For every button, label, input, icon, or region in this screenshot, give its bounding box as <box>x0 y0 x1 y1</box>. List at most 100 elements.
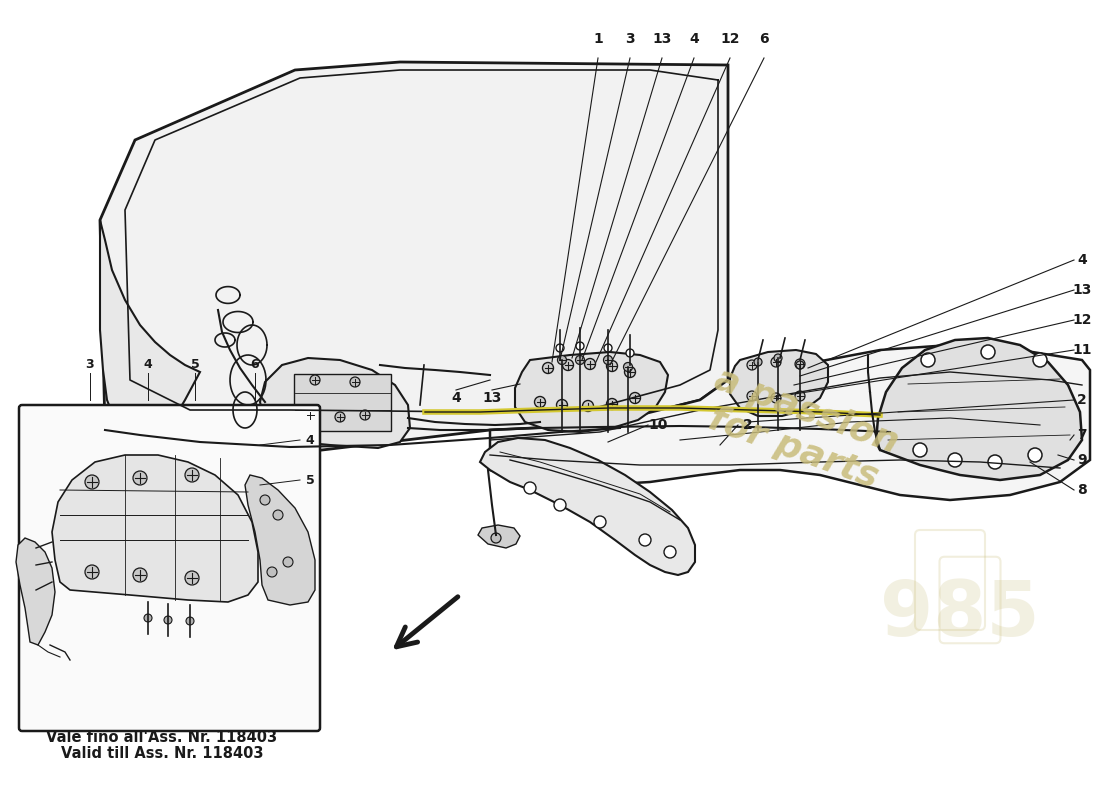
Circle shape <box>562 359 573 370</box>
Polygon shape <box>478 525 520 548</box>
Circle shape <box>185 571 199 585</box>
Circle shape <box>921 353 935 367</box>
Circle shape <box>754 358 762 366</box>
Text: 4: 4 <box>1077 253 1087 267</box>
Circle shape <box>186 617 194 625</box>
Circle shape <box>144 614 152 622</box>
Text: 3: 3 <box>625 32 635 46</box>
Circle shape <box>164 616 172 624</box>
Circle shape <box>576 342 584 350</box>
Circle shape <box>796 361 804 369</box>
Circle shape <box>133 471 147 485</box>
Text: 5: 5 <box>306 474 315 486</box>
Circle shape <box>624 362 632 371</box>
Circle shape <box>491 533 501 543</box>
Circle shape <box>988 455 1002 469</box>
Circle shape <box>524 482 536 494</box>
Text: a passion
for parts: a passion for parts <box>696 362 903 498</box>
Circle shape <box>556 344 564 352</box>
Circle shape <box>133 568 147 582</box>
Text: 2: 2 <box>744 418 752 432</box>
Circle shape <box>554 499 566 511</box>
Circle shape <box>558 355 566 365</box>
Text: 5: 5 <box>190 358 199 371</box>
Circle shape <box>535 397 546 407</box>
Text: 12: 12 <box>1072 313 1091 327</box>
Text: Vale fino all'Ass. Nr. 118403: Vale fino all'Ass. Nr. 118403 <box>46 730 277 746</box>
Polygon shape <box>515 352 668 432</box>
Circle shape <box>913 443 927 457</box>
Circle shape <box>747 391 757 401</box>
Polygon shape <box>260 358 410 448</box>
Circle shape <box>1028 448 1042 462</box>
Circle shape <box>283 557 293 567</box>
Circle shape <box>774 354 782 362</box>
Circle shape <box>747 360 757 370</box>
Text: 10: 10 <box>648 418 668 432</box>
Circle shape <box>336 412 345 422</box>
Text: 6: 6 <box>251 358 260 371</box>
Circle shape <box>575 355 584 365</box>
Circle shape <box>626 349 634 357</box>
Text: 6: 6 <box>759 32 769 46</box>
Circle shape <box>584 358 595 370</box>
Circle shape <box>273 510 283 520</box>
Circle shape <box>604 355 613 365</box>
FancyBboxPatch shape <box>294 374 390 431</box>
Polygon shape <box>100 220 200 445</box>
Circle shape <box>310 375 320 385</box>
Polygon shape <box>876 338 1082 480</box>
Circle shape <box>795 391 805 401</box>
Circle shape <box>267 567 277 577</box>
Text: 4: 4 <box>689 32 698 46</box>
Circle shape <box>557 399 568 410</box>
Circle shape <box>981 345 996 359</box>
Circle shape <box>771 357 781 367</box>
Text: 13: 13 <box>1072 283 1091 297</box>
Circle shape <box>606 361 617 371</box>
Text: 11: 11 <box>1072 343 1091 357</box>
Circle shape <box>85 565 99 579</box>
Circle shape <box>771 393 781 403</box>
Circle shape <box>350 377 360 387</box>
Circle shape <box>639 534 651 546</box>
Circle shape <box>583 401 594 411</box>
Polygon shape <box>730 350 828 416</box>
Polygon shape <box>100 62 728 460</box>
Circle shape <box>629 393 640 403</box>
Text: 1: 1 <box>593 32 603 46</box>
Circle shape <box>625 366 636 378</box>
Circle shape <box>305 410 315 420</box>
Polygon shape <box>490 345 1090 500</box>
Circle shape <box>948 453 962 467</box>
FancyBboxPatch shape <box>19 405 320 731</box>
Text: 13: 13 <box>652 32 672 46</box>
Circle shape <box>594 516 606 528</box>
Polygon shape <box>480 438 695 575</box>
Text: 4: 4 <box>451 391 461 405</box>
Text: 4: 4 <box>144 358 153 371</box>
Text: 8: 8 <box>1077 483 1087 497</box>
Circle shape <box>606 398 617 410</box>
Text: 7: 7 <box>1077 428 1087 442</box>
Circle shape <box>185 468 199 482</box>
Polygon shape <box>245 475 315 605</box>
Polygon shape <box>16 538 55 645</box>
Circle shape <box>604 344 612 352</box>
Text: Valid till Ass. Nr. 118403: Valid till Ass. Nr. 118403 <box>60 746 263 762</box>
Circle shape <box>85 475 99 489</box>
Text: 13: 13 <box>482 391 502 405</box>
Text: 12: 12 <box>720 32 739 46</box>
Polygon shape <box>52 455 258 602</box>
Text: 9: 9 <box>1077 453 1087 467</box>
Text: 3: 3 <box>86 358 95 371</box>
Circle shape <box>360 410 370 420</box>
Text: 985: 985 <box>880 578 1040 652</box>
Text: 4: 4 <box>306 434 315 446</box>
Circle shape <box>260 495 270 505</box>
Circle shape <box>664 546 676 558</box>
Circle shape <box>1033 353 1047 367</box>
Circle shape <box>542 362 553 374</box>
Text: 2: 2 <box>1077 393 1087 407</box>
Circle shape <box>795 359 805 369</box>
